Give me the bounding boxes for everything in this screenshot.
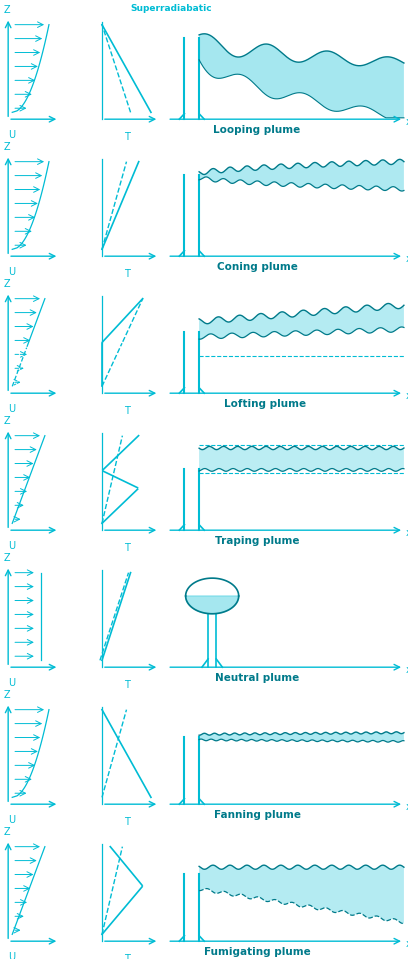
- Text: Fumigating plume: Fumigating plume: [204, 947, 310, 957]
- Text: x: x: [406, 254, 408, 264]
- Text: T: T: [124, 406, 129, 415]
- Polygon shape: [199, 303, 404, 339]
- Polygon shape: [199, 446, 404, 471]
- Text: T: T: [124, 953, 129, 959]
- Text: Z: Z: [4, 690, 11, 700]
- Text: Neutral plume: Neutral plume: [215, 673, 299, 683]
- Text: Z: Z: [4, 827, 11, 837]
- Text: Z: Z: [4, 416, 11, 426]
- Text: Looping plume: Looping plume: [213, 125, 301, 135]
- Text: Traping plume: Traping plume: [215, 536, 299, 546]
- Text: T: T: [124, 816, 129, 827]
- Polygon shape: [199, 159, 404, 191]
- Text: x: x: [406, 665, 408, 675]
- Text: T: T: [124, 131, 129, 142]
- Polygon shape: [199, 732, 404, 742]
- Text: U: U: [8, 815, 15, 825]
- Text: U: U: [8, 130, 15, 140]
- Text: x: x: [406, 528, 408, 538]
- Text: Z: Z: [4, 5, 11, 15]
- Text: Coning plume: Coning plume: [217, 262, 297, 272]
- Text: Fanning plume: Fanning plume: [213, 810, 301, 820]
- Text: U: U: [8, 268, 15, 277]
- Polygon shape: [199, 34, 404, 118]
- Text: U: U: [8, 678, 15, 689]
- Text: x: x: [406, 939, 408, 948]
- Text: T: T: [124, 269, 129, 278]
- Text: x: x: [406, 117, 408, 127]
- Text: Z: Z: [4, 142, 11, 152]
- Text: Lofting plume: Lofting plume: [224, 399, 306, 409]
- Polygon shape: [186, 596, 239, 614]
- Text: T: T: [124, 543, 129, 552]
- Text: Superradiabatic: Superradiabatic: [131, 4, 212, 13]
- Text: U: U: [8, 404, 15, 414]
- Text: Z: Z: [4, 553, 11, 563]
- Text: U: U: [8, 541, 15, 551]
- Polygon shape: [199, 865, 404, 924]
- Text: T: T: [124, 680, 129, 690]
- Text: U: U: [8, 952, 15, 959]
- Text: x: x: [406, 391, 408, 401]
- Text: x: x: [406, 802, 408, 812]
- Text: Z: Z: [4, 279, 11, 289]
